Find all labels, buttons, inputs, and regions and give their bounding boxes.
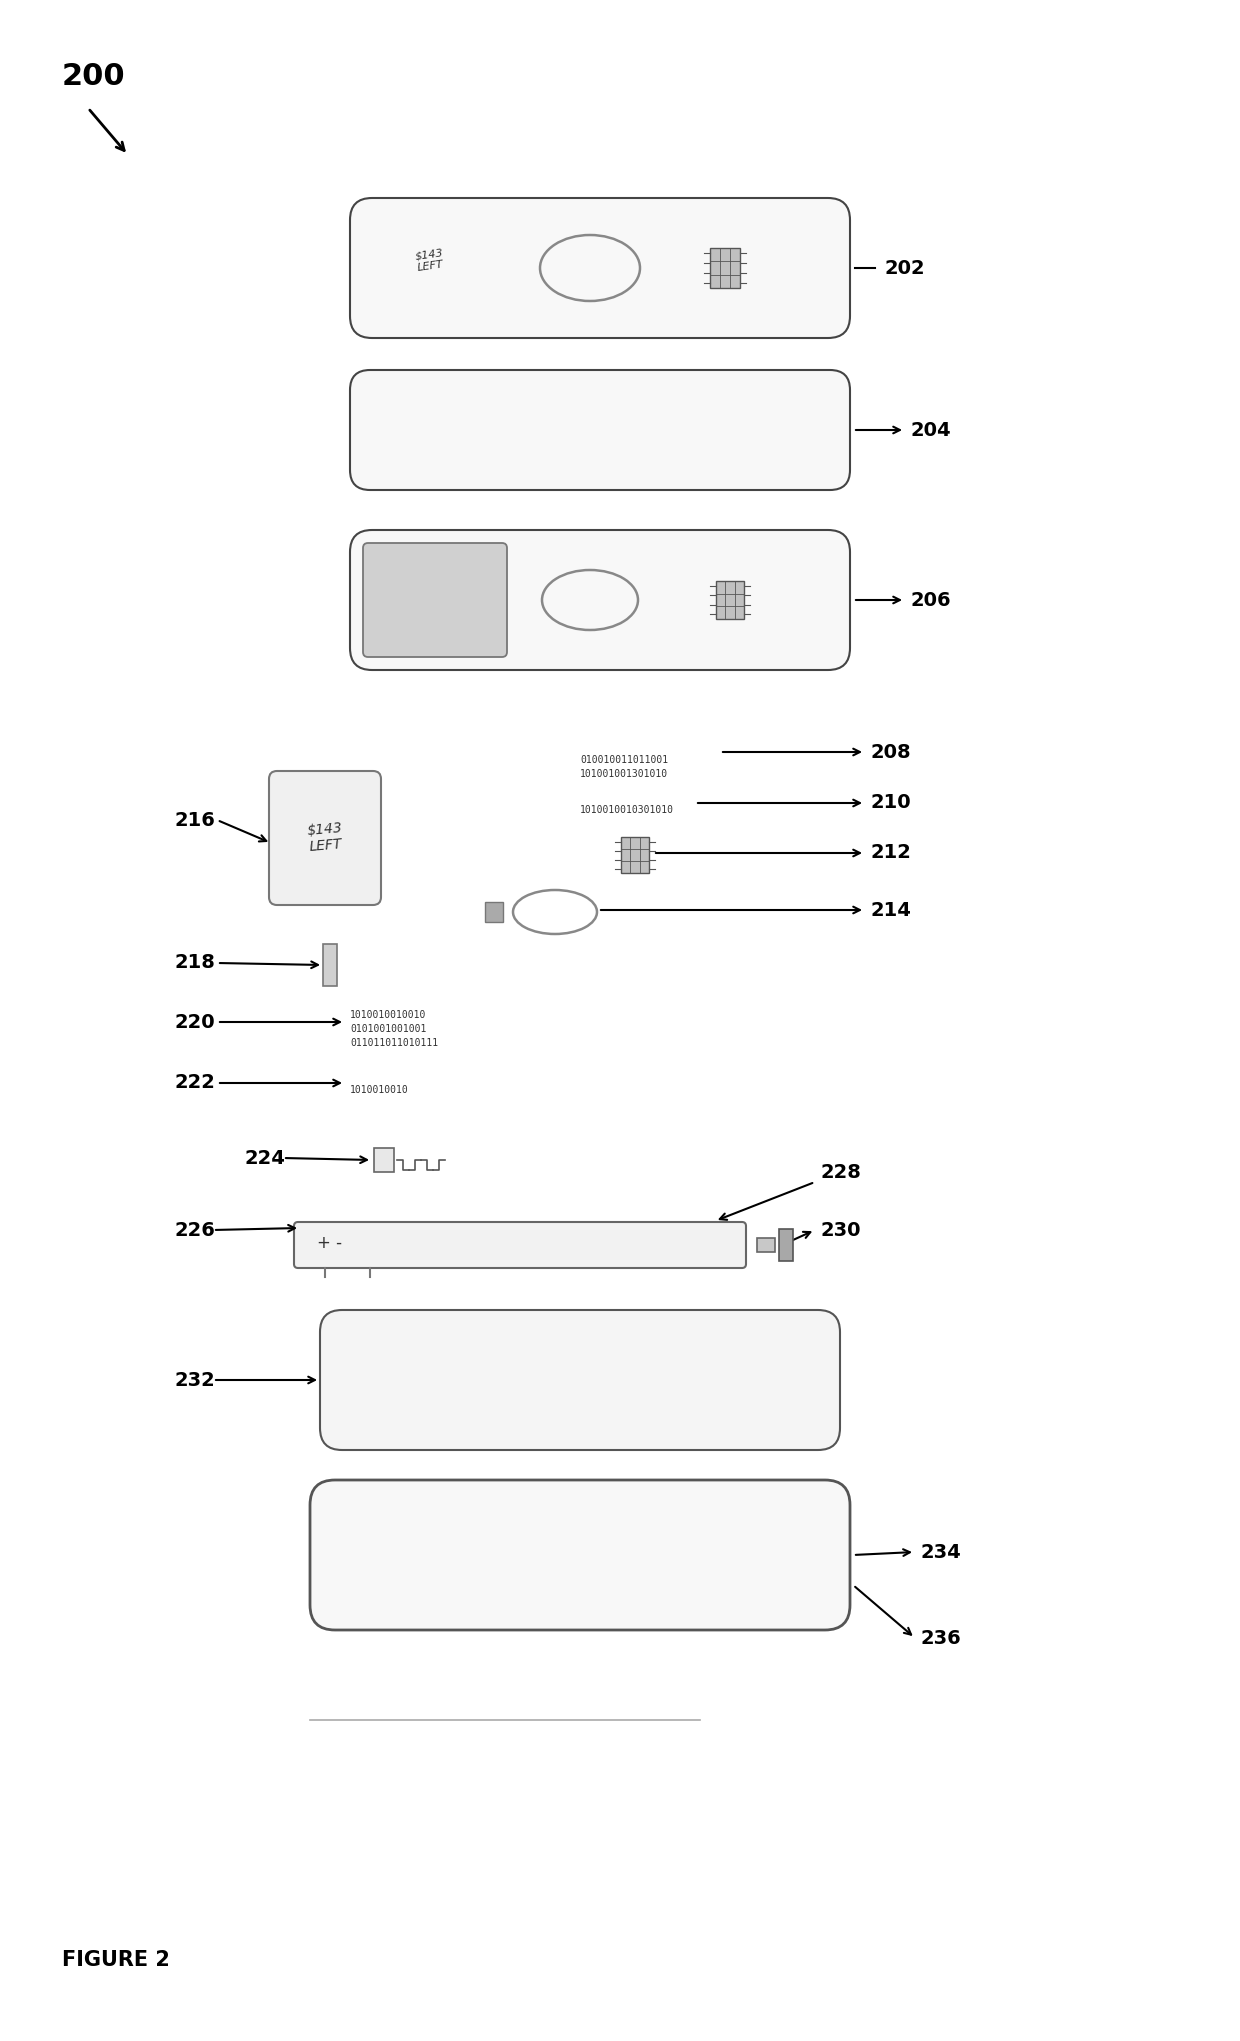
Text: 200: 200: [62, 61, 125, 92]
Text: 1010010010301010: 1010010010301010: [580, 804, 675, 814]
Text: $143
LEFT: $143 LEFT: [414, 247, 445, 273]
Bar: [374, 1147, 394, 1172]
Text: 212: 212: [870, 843, 911, 863]
Text: 206: 206: [910, 590, 951, 610]
Bar: [485, 902, 503, 923]
FancyBboxPatch shape: [350, 531, 849, 669]
FancyBboxPatch shape: [269, 771, 381, 904]
Bar: [756, 1239, 775, 1251]
Text: 224: 224: [246, 1149, 286, 1167]
Text: 216: 216: [175, 810, 216, 829]
Bar: [715, 582, 744, 618]
Text: 230: 230: [820, 1221, 861, 1239]
Text: 236: 236: [920, 1629, 961, 1647]
Text: 228: 228: [820, 1163, 861, 1182]
Text: 234: 234: [920, 1543, 961, 1561]
Text: 210: 210: [870, 794, 910, 812]
FancyBboxPatch shape: [320, 1310, 839, 1449]
FancyBboxPatch shape: [294, 1223, 746, 1267]
Text: 101001001301010: 101001001301010: [580, 769, 668, 780]
Text: $143
LEFT: $143 LEFT: [306, 820, 343, 855]
Text: 226: 226: [175, 1221, 216, 1239]
Text: 202: 202: [885, 259, 925, 278]
Bar: [711, 249, 740, 288]
Text: + -: + -: [317, 1235, 342, 1251]
Text: 204: 204: [910, 420, 951, 439]
Text: 0101001001001: 0101001001001: [350, 1025, 427, 1035]
Text: 214: 214: [870, 900, 911, 920]
FancyBboxPatch shape: [350, 369, 849, 490]
FancyBboxPatch shape: [310, 1480, 849, 1631]
Text: FIGURE 2: FIGURE 2: [62, 1949, 170, 1970]
Text: 222: 222: [175, 1074, 216, 1092]
Text: 1010010010010: 1010010010010: [350, 1010, 427, 1020]
Text: 232: 232: [175, 1370, 216, 1390]
Text: 208: 208: [870, 743, 910, 761]
Text: 220: 220: [175, 1012, 216, 1031]
Text: 218: 218: [175, 953, 216, 972]
FancyBboxPatch shape: [350, 198, 849, 339]
FancyBboxPatch shape: [363, 543, 507, 657]
Text: 011011011010111: 011011011010111: [350, 1039, 438, 1047]
Text: 1010010010: 1010010010: [350, 1086, 409, 1096]
Bar: [621, 837, 649, 874]
Bar: [779, 1229, 794, 1261]
Bar: [322, 945, 337, 986]
Text: 010010011011001: 010010011011001: [580, 755, 668, 765]
